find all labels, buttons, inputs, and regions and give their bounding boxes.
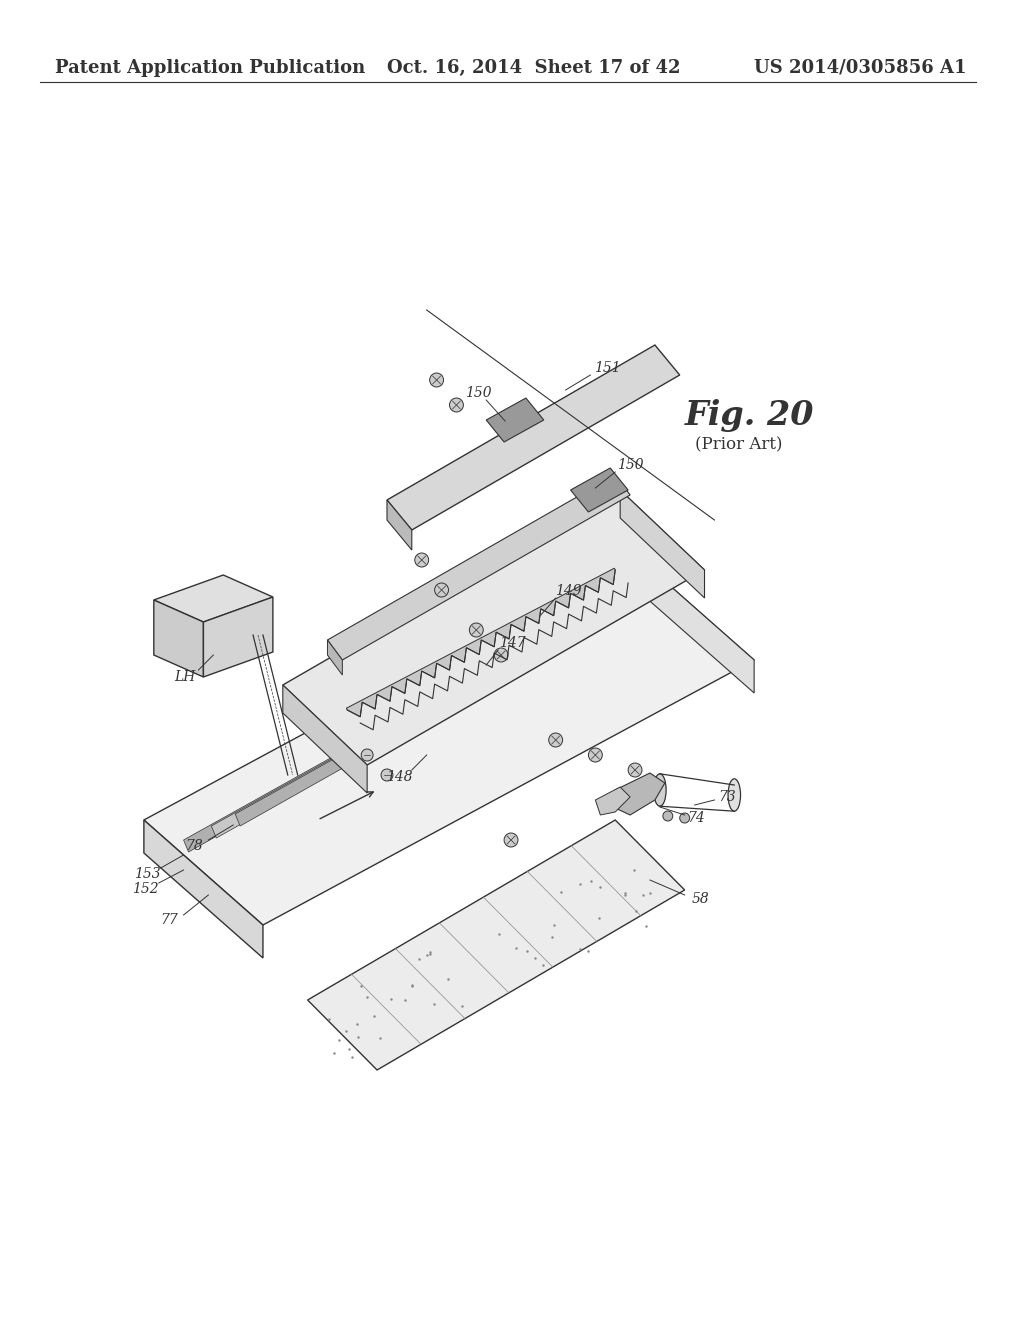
Text: 74: 74 xyxy=(688,810,706,825)
Text: LH: LH xyxy=(174,671,196,684)
Text: (Prior Art): (Prior Art) xyxy=(694,437,782,454)
Polygon shape xyxy=(387,345,680,531)
Text: 151: 151 xyxy=(594,360,621,375)
Text: 149: 149 xyxy=(555,583,582,598)
Circle shape xyxy=(450,399,464,412)
Text: 150: 150 xyxy=(616,458,643,473)
Ellipse shape xyxy=(653,774,667,807)
Polygon shape xyxy=(346,568,615,717)
Text: 73: 73 xyxy=(719,789,736,804)
Polygon shape xyxy=(328,640,342,675)
Text: 58: 58 xyxy=(691,892,710,906)
Polygon shape xyxy=(204,597,272,677)
Polygon shape xyxy=(615,774,665,814)
Circle shape xyxy=(628,763,642,777)
Polygon shape xyxy=(183,660,511,851)
Circle shape xyxy=(381,770,393,781)
Polygon shape xyxy=(570,469,628,512)
Circle shape xyxy=(589,748,602,762)
Polygon shape xyxy=(144,554,754,925)
Text: 147: 147 xyxy=(499,636,525,649)
Polygon shape xyxy=(283,490,705,766)
Polygon shape xyxy=(154,576,272,622)
Polygon shape xyxy=(387,500,412,550)
Text: 78: 78 xyxy=(185,840,204,853)
Polygon shape xyxy=(307,820,685,1071)
Circle shape xyxy=(663,810,673,821)
Polygon shape xyxy=(236,634,562,826)
Circle shape xyxy=(415,553,429,568)
Text: 77: 77 xyxy=(160,913,177,927)
Polygon shape xyxy=(328,475,630,660)
Text: Patent Application Publication: Patent Application Publication xyxy=(54,59,365,77)
Ellipse shape xyxy=(728,779,740,812)
Circle shape xyxy=(680,813,689,822)
Text: Fig. 20: Fig. 20 xyxy=(685,399,814,432)
Circle shape xyxy=(549,733,562,747)
Text: 148: 148 xyxy=(386,770,413,784)
Polygon shape xyxy=(154,601,204,677)
Text: 150: 150 xyxy=(465,385,492,400)
Circle shape xyxy=(504,833,518,847)
Polygon shape xyxy=(486,399,544,442)
Circle shape xyxy=(361,748,373,762)
Circle shape xyxy=(469,623,483,638)
Circle shape xyxy=(430,374,443,387)
Polygon shape xyxy=(211,645,539,838)
Polygon shape xyxy=(621,490,705,598)
Text: Oct. 16, 2014  Sheet 17 of 42: Oct. 16, 2014 Sheet 17 of 42 xyxy=(387,59,681,77)
Polygon shape xyxy=(635,554,754,693)
Polygon shape xyxy=(144,820,263,958)
Circle shape xyxy=(495,648,508,663)
Text: 152: 152 xyxy=(131,882,158,896)
Polygon shape xyxy=(595,787,630,814)
Text: 153: 153 xyxy=(133,867,160,880)
Polygon shape xyxy=(283,685,368,793)
Circle shape xyxy=(434,583,449,597)
Text: US 2014/0305856 A1: US 2014/0305856 A1 xyxy=(754,59,967,77)
